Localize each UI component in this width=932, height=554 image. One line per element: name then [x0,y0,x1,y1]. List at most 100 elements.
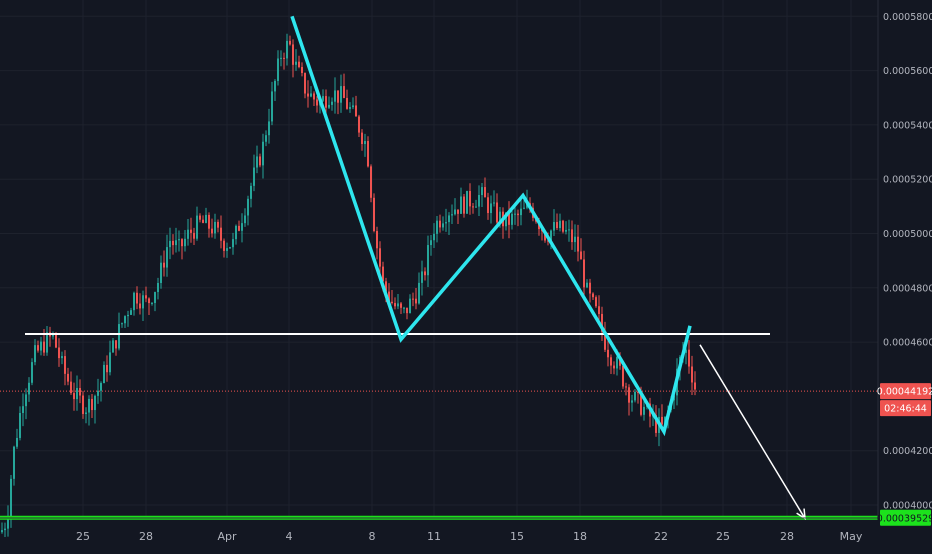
projection-arrow-head [796,508,806,521]
candle-body [139,303,141,309]
candle-body [172,240,174,246]
candle-body [262,141,264,166]
candle-body [10,478,12,518]
candle-body [589,282,591,294]
candle-body [691,366,693,383]
current-price-label: 0.00044192 [877,387,932,398]
candle-body [169,240,171,248]
candle-body [223,240,225,251]
candle-body [364,141,366,145]
candle-body [43,341,45,353]
candle-body [622,365,624,387]
candle-body [550,230,552,241]
candle-body [577,236,579,252]
candle-body [418,282,420,304]
candle-body [280,57,282,59]
candle-body [289,40,291,45]
candle-body [247,198,249,216]
candle-body [175,240,177,246]
candle-body [214,221,216,234]
candle-body [598,306,600,314]
candle-body [142,295,144,309]
candle-body [241,223,243,231]
candle-body [568,229,570,231]
candle-body [64,356,66,374]
candle-body [34,345,36,363]
candle-body [163,262,165,268]
candle-body [457,209,459,214]
candle-body [58,347,60,359]
candle-body [265,135,267,142]
countdown-badge [880,400,931,417]
x-tick-label: 28 [139,530,153,543]
candle-body [187,229,189,239]
candle-body [67,373,69,382]
candle-body [244,215,246,224]
candle-body [637,391,639,393]
candle-body [625,386,627,388]
candle-body [361,132,363,145]
candle-body [616,356,618,369]
candle-body [250,185,252,199]
candle-body [406,307,408,314]
candle-body [634,391,636,401]
candle-body [640,392,642,415]
candle-body [106,364,108,373]
candle-body [217,221,219,228]
candle-body [694,382,696,390]
candle-body [556,222,558,229]
x-tick-label: 25 [716,530,730,543]
candle-body [145,295,147,299]
candle-body [433,233,435,241]
candle-body [127,314,129,317]
candle-body [235,225,237,240]
candle-body [268,121,270,136]
candle-body [91,398,93,411]
candle-body [643,406,645,415]
candle-body [211,228,213,234]
candle-body [259,156,261,166]
countdown-label: 02:46:44 [884,404,927,415]
candle-body [352,105,354,108]
candle-body [595,297,597,307]
candle-body [493,202,495,204]
x-tick-label: 4 [286,530,293,543]
candle-body [148,298,150,304]
candle-body [403,307,405,309]
candle-body [31,362,33,383]
candle-body [574,236,576,243]
candle-body [586,282,588,288]
candle-body [340,86,342,103]
candle-body [382,266,384,282]
candle-body [379,248,381,267]
candle-body [331,101,333,105]
current-price-badge [880,383,931,400]
candle-body [322,96,324,101]
candles [1,33,696,537]
candle-body [124,316,126,324]
candle-body [133,292,135,311]
candle-body [520,208,522,216]
candle-body [454,209,456,215]
candle-body [508,212,510,225]
candle-body [115,340,117,349]
head-and-shoulders-pattern [290,15,692,437]
candle-body [499,211,501,223]
candle-body [166,247,168,268]
time-axis[interactable]: 25 28 Apr 4 8 11 15 18 22 25 28 May [76,530,863,543]
candle-body [313,93,315,100]
candle-body [415,298,417,304]
candle-body [409,298,411,314]
candle-body [463,196,465,214]
candle-body [601,313,603,332]
target-price-badge [880,509,931,526]
candle-body [220,227,222,241]
